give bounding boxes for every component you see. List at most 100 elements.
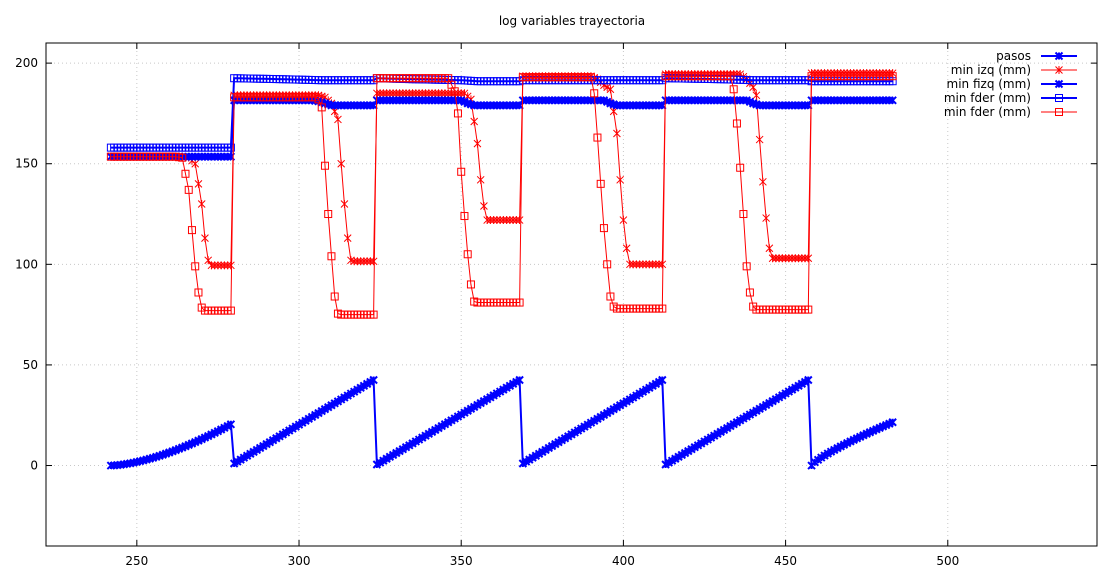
series-1-point xyxy=(480,201,488,210)
x-tick-label: 350 xyxy=(450,554,473,568)
series-1-point xyxy=(197,199,206,208)
series-4-point xyxy=(330,292,339,301)
series-4-point xyxy=(450,87,459,96)
series-4-point xyxy=(226,306,235,315)
legend-4-point xyxy=(1055,108,1063,116)
series-4-point xyxy=(729,85,738,94)
legend-label-0: pasos xyxy=(996,49,1031,63)
series-4-point xyxy=(463,250,472,259)
y-tick-label: 150 xyxy=(15,157,38,171)
series-0-point xyxy=(515,375,524,385)
series-4-point xyxy=(596,179,605,188)
series-1-point xyxy=(191,159,200,168)
series-1-point xyxy=(804,254,813,263)
series-1-point xyxy=(470,117,479,126)
series-1-point xyxy=(476,175,485,184)
series-4-point xyxy=(590,89,599,98)
series-4-point xyxy=(742,262,751,271)
series-2-point xyxy=(888,96,897,105)
series-4-point xyxy=(515,298,524,307)
series-1-point xyxy=(334,115,342,124)
series-1-point xyxy=(613,129,621,138)
legend-label-1: min izq (mm) xyxy=(951,63,1031,77)
x-tick-label: 500 xyxy=(936,554,959,568)
plot-frame xyxy=(45,42,1098,547)
legend-label-3: min fder (mm) xyxy=(944,91,1031,105)
series-0-point xyxy=(658,375,667,385)
series-4-point xyxy=(732,119,741,128)
series-4-point xyxy=(320,161,329,170)
series-4-point xyxy=(606,292,615,301)
series-1-point xyxy=(752,91,761,100)
series-layer xyxy=(106,69,897,470)
series-4-point xyxy=(187,226,196,235)
series-1-point xyxy=(616,175,625,184)
series-0-point xyxy=(369,375,378,385)
series-4-point xyxy=(726,72,735,81)
series-0-point xyxy=(804,375,813,385)
y-tick-label: 0 xyxy=(30,459,38,473)
legend-label-2: min fizq (mm) xyxy=(947,77,1031,91)
series-4-point xyxy=(317,103,326,112)
series-4-point xyxy=(457,167,466,176)
series-4-point xyxy=(369,310,378,319)
series-1-point xyxy=(765,244,774,253)
series-1-point xyxy=(762,214,770,223)
x-tick-label: 450 xyxy=(774,554,797,568)
series-4-point xyxy=(324,210,333,219)
y-tick-label: 200 xyxy=(15,56,38,70)
series-4-point xyxy=(181,169,190,178)
series-1-point xyxy=(606,85,615,94)
x-tick-label: 400 xyxy=(612,554,635,568)
series-4-point xyxy=(599,224,608,233)
series-1-point xyxy=(622,244,631,253)
series-4-point xyxy=(178,153,187,162)
series-4-point xyxy=(739,210,748,219)
series-4-point xyxy=(466,280,475,289)
series-4-point xyxy=(453,109,462,118)
legend-0-point xyxy=(1054,51,1064,61)
legend-1-point xyxy=(1055,66,1063,74)
chart-title: log variables trayectoria xyxy=(499,14,645,28)
series-4 xyxy=(106,72,897,319)
series-4-point xyxy=(603,260,612,269)
series-4-point xyxy=(736,163,745,172)
series-1-point xyxy=(337,159,346,168)
y-tick-label: 100 xyxy=(15,257,38,271)
series-3 xyxy=(106,74,897,152)
series-4-point xyxy=(586,73,595,82)
series-0-point xyxy=(888,418,897,427)
series-0-point xyxy=(226,420,236,429)
series-1-point xyxy=(759,177,767,186)
series-4-point xyxy=(184,185,193,194)
series-1-point xyxy=(194,179,203,188)
series-1-point xyxy=(369,257,378,266)
series-4-point xyxy=(314,95,323,104)
series-4-point xyxy=(191,262,200,271)
x-tick-label: 300 xyxy=(288,554,311,568)
legend-3-point xyxy=(1055,94,1063,102)
series-1-point xyxy=(473,139,482,148)
series-1-point xyxy=(340,199,349,208)
series-4-point xyxy=(745,288,754,297)
series-1-point xyxy=(227,261,235,270)
series-1-point xyxy=(204,256,213,265)
series-1-point xyxy=(619,216,628,225)
series-1-point xyxy=(343,234,352,243)
series-4-point xyxy=(658,304,667,313)
series-1-point xyxy=(658,260,667,269)
series-1-point xyxy=(749,83,758,92)
series-3-point xyxy=(226,143,235,152)
series-0 xyxy=(106,375,897,470)
series-1-point xyxy=(201,234,209,243)
series-4-point xyxy=(327,252,336,261)
series-4-point xyxy=(888,72,897,81)
y-tick-label: 50 xyxy=(23,358,38,372)
series-1-point xyxy=(755,135,764,144)
series-4-point xyxy=(194,288,203,297)
legend-label-4: min fder (mm) xyxy=(944,105,1031,119)
x-tick-label: 250 xyxy=(125,554,148,568)
